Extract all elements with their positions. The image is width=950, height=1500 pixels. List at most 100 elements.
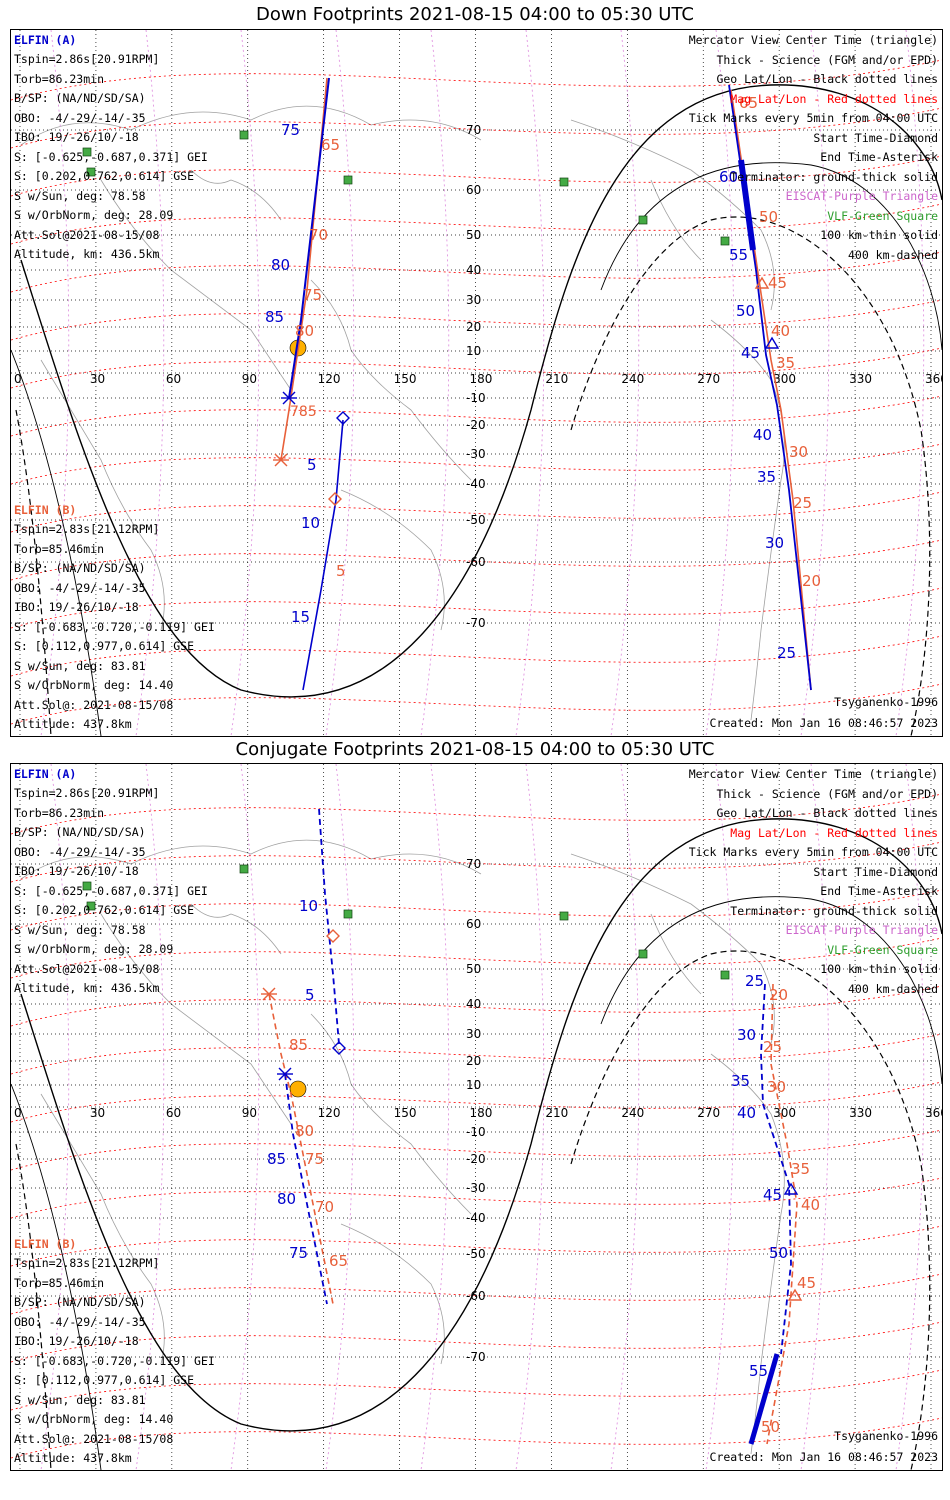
- track-tick-label: 25: [745, 972, 764, 990]
- elfin-a-info-line: OBO: -4/-29/-14/-35: [14, 110, 146, 125]
- track-tick-label: 45: [768, 274, 787, 292]
- elfin-b-info-line: B/SP: (NA/ND/SD/SA): [14, 561, 146, 575]
- terminator: [11, 84, 942, 736]
- lon-label: 270: [697, 1106, 720, 1120]
- coastlines: [20, 105, 785, 721]
- start-diamond: [336, 411, 350, 425]
- legend-entry: Thick - Science (FGM and/or EPD): [716, 52, 938, 67]
- track-tick-label: 55: [729, 246, 748, 264]
- lon-label: 120: [318, 1106, 341, 1120]
- coastlines: [20, 839, 785, 1455]
- elfin-b-info-line: B/SP: (NA/ND/SD/SA): [14, 1295, 146, 1309]
- legend-entry: 400 km-dashed: [847, 981, 938, 996]
- track-tick-label: 15: [291, 608, 310, 626]
- elfin-b-info-line: S w/OrbNorm, deg: 14.40: [14, 1412, 174, 1426]
- legend-entry: Mag Lat/Lon - Red dotted lines: [730, 825, 938, 840]
- track-tick-label: 80: [295, 322, 314, 340]
- legend-entry: Terminator: ground-thick solid: [730, 903, 938, 918]
- elfin-b-label: ELFIN (B): [14, 503, 77, 517]
- legend-entry: End Time-Asterisk: [820, 884, 938, 898]
- lon-label: 60: [166, 1106, 181, 1120]
- elfin-b-info-line: S w/OrbNorm, deg: 14.40: [14, 678, 174, 692]
- elfin-a-info-line: S: [0.202,0.762,0.614] GSE: [14, 903, 195, 917]
- lon-label: 240: [621, 1106, 644, 1120]
- vlf-station-square: [86, 901, 96, 911]
- track-tick-label: 25: [777, 644, 796, 662]
- end-asterisk: [281, 391, 297, 405]
- vlf-station-square: [343, 175, 353, 185]
- vlf-station-square: [720, 970, 730, 980]
- lon-label: 150: [394, 1106, 417, 1120]
- elfin-b-track: [280, 77, 328, 461]
- lat-label: 30: [466, 293, 481, 307]
- track-tick-label: 75: [305, 1150, 324, 1168]
- lat-label: 60: [466, 917, 481, 931]
- map-canvas: 0 30 60 90 120 150 180 210 240 270 300 330 360 10 20 30…: [11, 764, 942, 1470]
- lon-label: 300: [773, 1106, 796, 1120]
- lon-label: 360: [925, 372, 942, 386]
- science-segment: [748, 1353, 780, 1445]
- track-tick-label: 85: [267, 1150, 286, 1168]
- track-tick-label: 40: [737, 1104, 756, 1122]
- track-tick-label: 10: [299, 897, 318, 915]
- legend-entry: 400 km-dashed: [847, 247, 938, 262]
- lat-label: 50: [466, 228, 481, 242]
- lat-label: -20: [466, 1152, 486, 1166]
- elfin-b-info-line: S w/Sun, deg: 83.81: [14, 1392, 146, 1407]
- legend-entry: 100 km-thin solid: [820, 228, 938, 242]
- created-timestamp: Created: Mon Jan 16 08:46:57 2023: [709, 1450, 938, 1464]
- track-tick-label: 80: [271, 256, 290, 274]
- track-tick-label: 785: [290, 404, 317, 420]
- legend-entry: Tick Marks every 5min from 04:00 UTC: [688, 845, 938, 859]
- legend-entry: VLF-Green Square: [827, 208, 938, 223]
- start-diamond: [332, 1041, 346, 1055]
- elfin-a-info-line: Att.Sol@2021-08-15/08: [14, 961, 160, 976]
- track-tick-label: 45: [763, 1186, 782, 1204]
- lon-label: 30: [90, 372, 105, 386]
- lon-label: 150: [394, 372, 417, 386]
- conjugate-footprints-map: 0 30 60 90 120 150 180 210 240 270 300 330 360 10 20 30…: [10, 763, 943, 1471]
- track-tick-label: 30: [765, 534, 784, 552]
- lon-label: 0: [14, 1106, 22, 1120]
- legend-entry: Geo Lat/Lon - Black dotted lines: [716, 72, 938, 86]
- lon-label: 240: [621, 372, 644, 386]
- elfin-a-label: ELFIN (A): [14, 33, 77, 47]
- lat-label: 70: [466, 857, 481, 871]
- track-tick-label: 75: [281, 121, 300, 139]
- elfin-b-info-line: Torb=85.46min: [14, 541, 105, 556]
- mag-grid: [11, 764, 942, 1470]
- lon-label: 90: [242, 372, 257, 386]
- lon-label: 120: [318, 372, 341, 386]
- track-tick-label: 50: [769, 1244, 788, 1262]
- track-tick-label: 40: [801, 1196, 820, 1214]
- start-diamond: [328, 492, 342, 506]
- elfin-b-track: [268, 993, 334, 1305]
- model-label: Tsyganenko-1996: [834, 1429, 938, 1443]
- lat-label: -60: [466, 1289, 486, 1303]
- track-tick-label: 45: [741, 344, 760, 362]
- track-tick-label: 80: [277, 1190, 296, 1208]
- track-tick-label: 45: [797, 1274, 816, 1292]
- track-tick-label: 85: [289, 1036, 308, 1054]
- elfin-a-info-line: S w/Sun, deg: 78.58: [14, 922, 146, 937]
- track-tick-label: 50: [759, 208, 778, 226]
- track-tick-label: 5: [307, 456, 317, 474]
- track-tick-label: 25: [763, 1038, 782, 1056]
- elfin-b-info-line: Tspin=2.83s[21.12RPM]: [14, 1256, 160, 1270]
- elfin-a-info-line: IBO: 19/-26/10/-18: [14, 130, 139, 144]
- lat-label: 40: [466, 263, 481, 277]
- lon-label: 330: [849, 372, 872, 386]
- center-time-triangle: [764, 336, 780, 349]
- elfin-b-info-line: OBO: -4/-29/-14/-35: [14, 1314, 146, 1329]
- elfin-a-label: ELFIN (A): [14, 767, 77, 781]
- legend-entry: End Time-Asterisk: [820, 150, 938, 164]
- elfin-a-track-south: [302, 419, 344, 691]
- lat-label: -50: [466, 513, 486, 527]
- legend-entry: Thick - Science (FGM and/or EPD): [716, 786, 938, 801]
- center-time-triangle: [754, 276, 770, 289]
- vlf-station-square: [239, 864, 249, 874]
- lat-label: 30: [466, 1027, 481, 1041]
- elfin-a-info-line: S: [0.202,0.762,0.614] GSE: [14, 169, 195, 183]
- track-tick-label: 65: [321, 136, 340, 154]
- map-canvas: 0 30 60 90 120 150 180 210 240 270 300 330 360 10 20 30…: [11, 30, 942, 736]
